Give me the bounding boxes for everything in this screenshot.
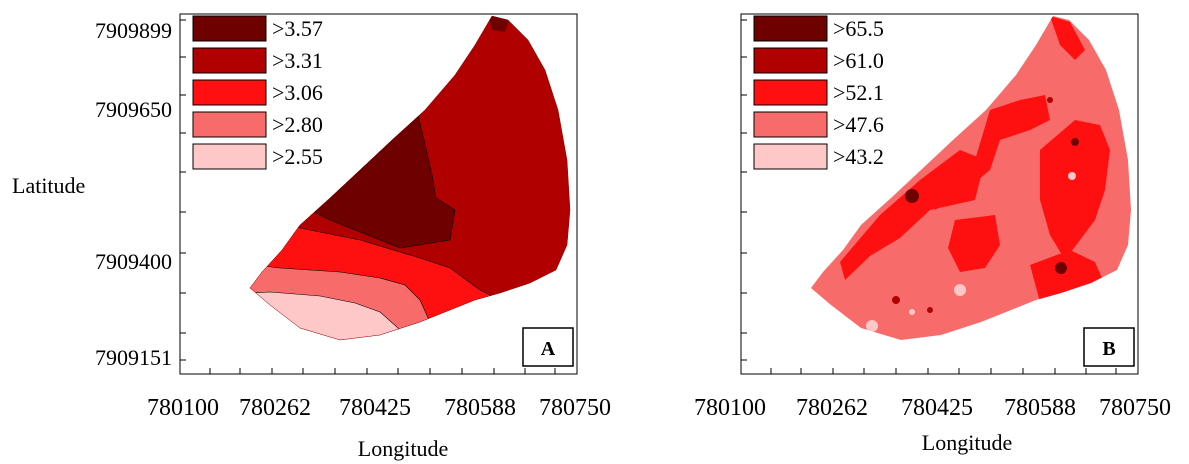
- zone-b-class2-spot-3: [1047, 97, 1053, 103]
- legend-b-label-3: >52.1: [833, 80, 884, 105]
- x-axis-title-a: Longitude: [358, 436, 448, 461]
- x-tick-label-a-2: 780262: [239, 395, 311, 421]
- legend-b-swatch-4: [753, 111, 828, 138]
- y-tick-label-a-3: 7909400: [95, 249, 172, 274]
- zone-b-class2-spot-1: [892, 296, 900, 304]
- x-axis-title-b: Longitude: [922, 430, 1012, 455]
- zone-b-class1-spot-1: [905, 189, 919, 203]
- legend-b-label-2: >61.0: [833, 48, 884, 73]
- y-axis-title: Latitude: [12, 173, 85, 198]
- legend-a-label-3: >3.06: [272, 80, 323, 105]
- legend-b-label-1: >65.5: [833, 16, 884, 41]
- panel-a: >3.57 >3.31 >3.06 >2.80 >2.55 A 7909899 …: [12, 13, 611, 461]
- legend-a-label-2: >3.31: [272, 48, 323, 73]
- legend-a-label-4: >2.80: [272, 112, 323, 137]
- legend-b-swatch-2: [753, 47, 828, 74]
- y-ticks-a: [180, 19, 186, 361]
- legend-b-swatch-5: [753, 143, 828, 170]
- zone-b-class1-spot-2: [1055, 262, 1067, 274]
- zone-b-class3-ne: [1050, 16, 1085, 60]
- y-tick-label-a-4: 7909151: [95, 345, 172, 370]
- legend-a-swatch-1: [192, 15, 267, 42]
- zone-b-class3-center: [920, 95, 1050, 210]
- x-tick-label-a-4: 780588: [444, 395, 516, 421]
- zone-b-class5-spot-3: [1068, 172, 1076, 180]
- legend-a-label-5: >2.55: [272, 144, 323, 169]
- legend-a: >3.57 >3.31 >3.06 >2.80 >2.55: [192, 15, 323, 170]
- zone-b-class1-spot-3: [1071, 138, 1079, 146]
- panel-b: >65.5 >61.0 >52.1 >47.6 >43.2 B 780100 7…: [694, 13, 1171, 455]
- field-outline-a: [249, 15, 571, 341]
- x-tick-label-a-1: 780100: [147, 395, 219, 421]
- x-tick-label-a-3: 780425: [339, 395, 411, 421]
- legend-a-swatch-2: [192, 47, 267, 74]
- panel-label-a: A: [541, 338, 556, 360]
- legend-a-swatch-4: [192, 111, 267, 138]
- zone-b-class5-spot-5: [909, 309, 915, 315]
- zone-b-class5-spot-1: [954, 284, 966, 296]
- panel-label-box-a: [522, 327, 574, 367]
- x-ticks-b: [770, 368, 1117, 374]
- zone-b-class2-spot-2: [927, 307, 933, 313]
- x-tick-label-b-4: 780588: [1004, 395, 1076, 421]
- legend-a-swatch-5: [192, 143, 267, 170]
- x-ticks-a: [209, 368, 556, 374]
- x-tick-label-b-5: 780750: [1099, 395, 1171, 421]
- x-tick-label-b-3: 780425: [901, 395, 973, 421]
- legend-a-swatch-3: [192, 79, 267, 106]
- y-tick-label-a-2: 7909650: [95, 97, 172, 122]
- y-ticks-b: [741, 19, 747, 361]
- legend-b-label-4: >47.6: [833, 112, 884, 137]
- panel-label-b: B: [1102, 338, 1115, 360]
- x-tick-label-a-5: 780750: [539, 395, 611, 421]
- legend-b-swatch-1: [753, 15, 828, 42]
- zone-b-class3-east: [1040, 120, 1110, 260]
- zone-b-class3-spot-2: [992, 120, 1012, 136]
- legend-a-label-1: >3.57: [272, 16, 323, 41]
- legend-b-swatch-3: [753, 79, 828, 106]
- legend-b: >65.5 >61.0 >52.1 >47.6 >43.2: [753, 15, 884, 170]
- y-tick-label-a-1: 7909899: [95, 18, 172, 43]
- legend-b-label-5: >43.2: [833, 144, 884, 169]
- zone-b-class5-spot-2: [866, 320, 878, 332]
- panel-label-box-b: [1083, 327, 1135, 367]
- zone-b-class3-south: [948, 215, 1000, 272]
- x-tick-label-b-1: 780100: [694, 395, 766, 421]
- x-tick-label-b-2: 780262: [796, 395, 868, 421]
